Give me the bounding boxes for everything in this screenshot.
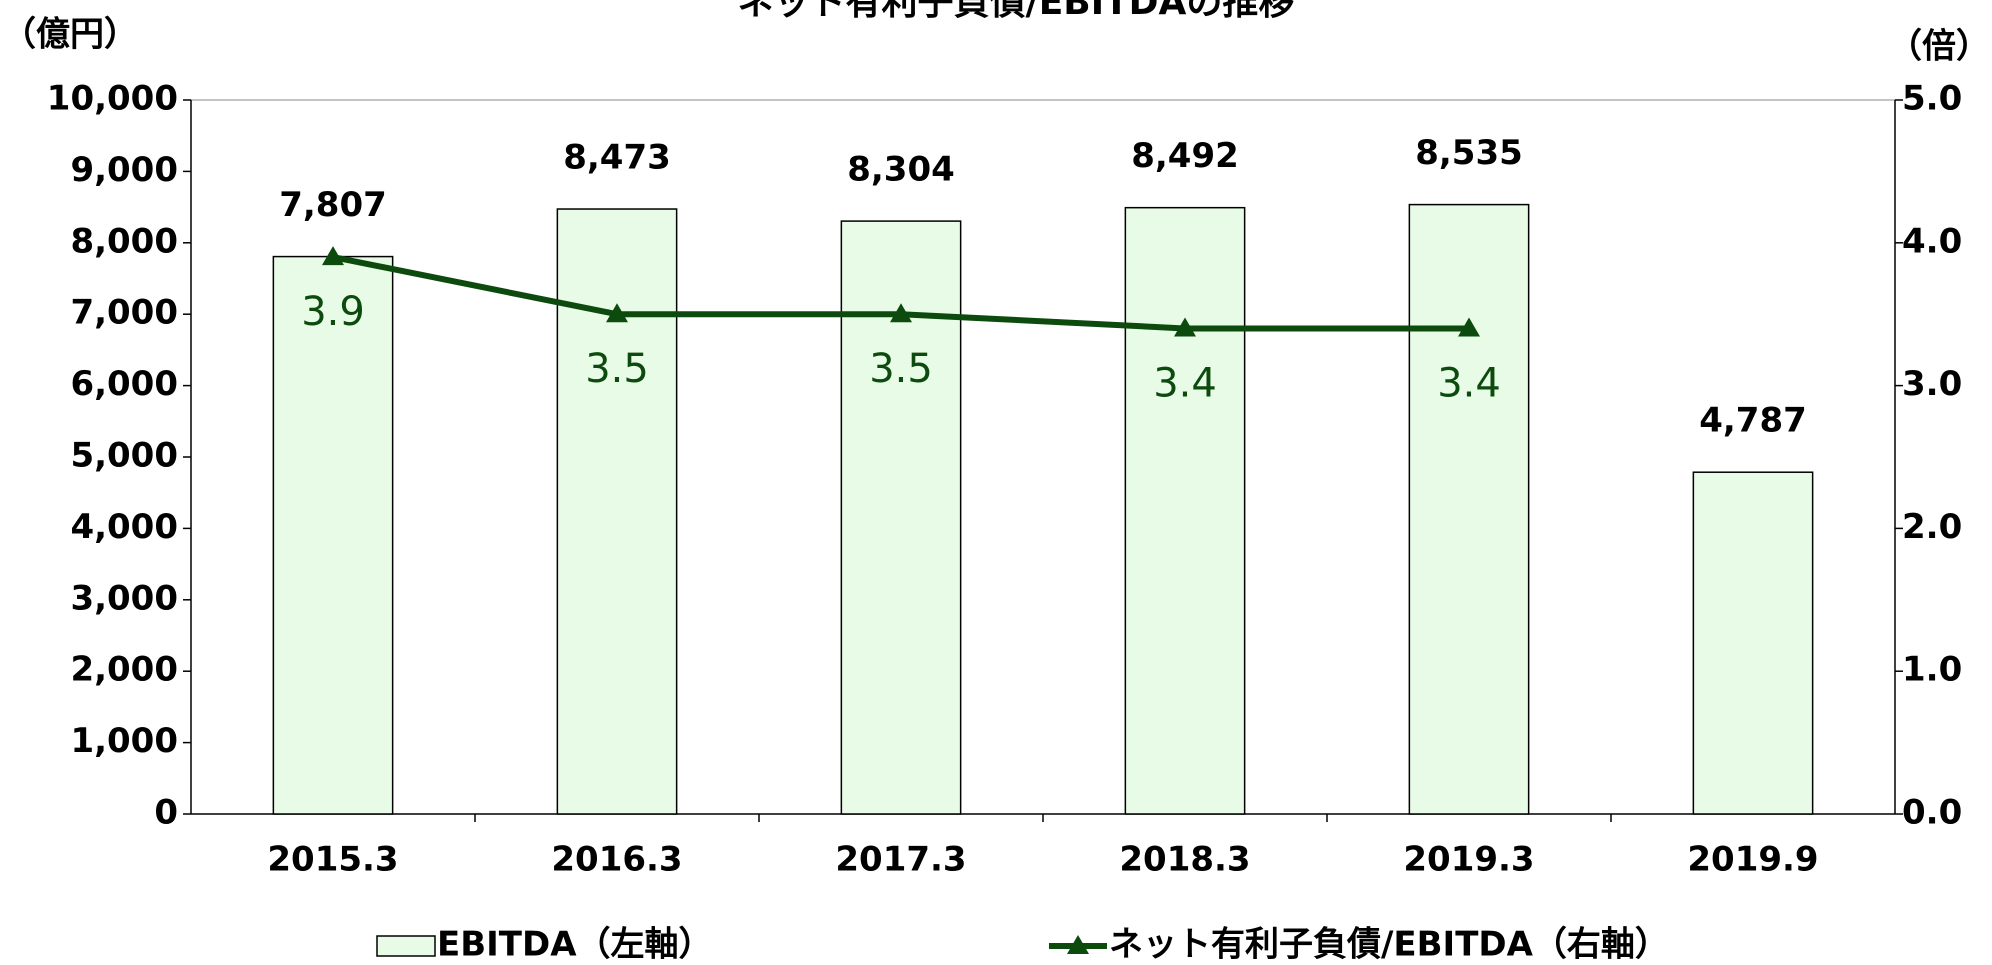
y2-tick-label: 3.0	[1902, 364, 1962, 404]
legend-marker	[1067, 935, 1089, 954]
y2-axis-label: （倍）	[1888, 27, 1990, 67]
bar-value-label: 8,535	[1415, 133, 1523, 173]
x-tick-label: 2017.3	[835, 840, 966, 880]
y-axis-label: （億円）	[2, 15, 138, 55]
line-marker	[606, 303, 628, 323]
bar-value-label: 7,807	[279, 185, 387, 225]
bar-value-label: 8,304	[847, 150, 955, 190]
x-tick-label: 2019.3	[1403, 840, 1534, 880]
y2-tick-label: 4.0	[1902, 221, 1962, 261]
x-tick-label: 2015.3	[267, 840, 398, 880]
line-value-label: 3.5	[869, 346, 933, 392]
y-tick-label: 8,000	[70, 221, 178, 261]
y2-tick-label: 1.0	[1902, 650, 1962, 690]
bar	[1408, 203, 1530, 815]
legend-swatch	[376, 935, 436, 957]
y2-tick-label: 2.0	[1902, 507, 1962, 547]
bar	[1692, 471, 1814, 815]
y-tick-label: 7,000	[70, 293, 178, 333]
plot-area	[190, 99, 1896, 815]
line-value-label: 3.4	[1153, 360, 1217, 406]
x-tick-label: 2016.3	[551, 840, 682, 880]
y2-tick-label: 5.0	[1902, 79, 1962, 119]
legend-label: ネット有利子負債/EBITDA（右軸）	[1109, 925, 1669, 965]
line-marker	[1174, 317, 1196, 337]
bar-value-label: 8,473	[563, 138, 671, 178]
y2-tick-label: 0.0	[1902, 793, 1962, 833]
y-tick-label: 2,000	[70, 650, 178, 690]
line-value-label: 3.5	[585, 346, 649, 392]
y-tick-label: 9,000	[70, 150, 178, 190]
y-tick-label: 6,000	[70, 364, 178, 404]
y-tick-label: 5,000	[70, 436, 178, 476]
bar-value-label: 4,787	[1699, 401, 1807, 441]
bar	[556, 208, 678, 815]
y-tick-label: 0	[154, 793, 178, 833]
y-tick-label: 1,000	[70, 721, 178, 761]
y-tick-label: 10,000	[47, 79, 178, 119]
y-tick-label: 4,000	[70, 507, 178, 547]
x-tick-label: 2018.3	[1119, 840, 1250, 880]
y-tick-label: 3,000	[70, 578, 178, 618]
line-marker	[890, 303, 912, 323]
line-marker	[1458, 317, 1480, 337]
bar-value-label: 8,492	[1131, 136, 1239, 176]
bar	[272, 255, 394, 815]
line-value-label: 3.4	[1437, 360, 1501, 406]
legend-label: EBITDA（左軸）	[437, 925, 713, 965]
chart-title: ネット有利子負債/EBITDAの推移	[738, 0, 1295, 23]
bar	[1124, 206, 1246, 815]
x-tick-label: 2019.9	[1687, 840, 1818, 880]
line-marker	[322, 246, 344, 266]
line-value-label: 3.9	[301, 289, 365, 335]
